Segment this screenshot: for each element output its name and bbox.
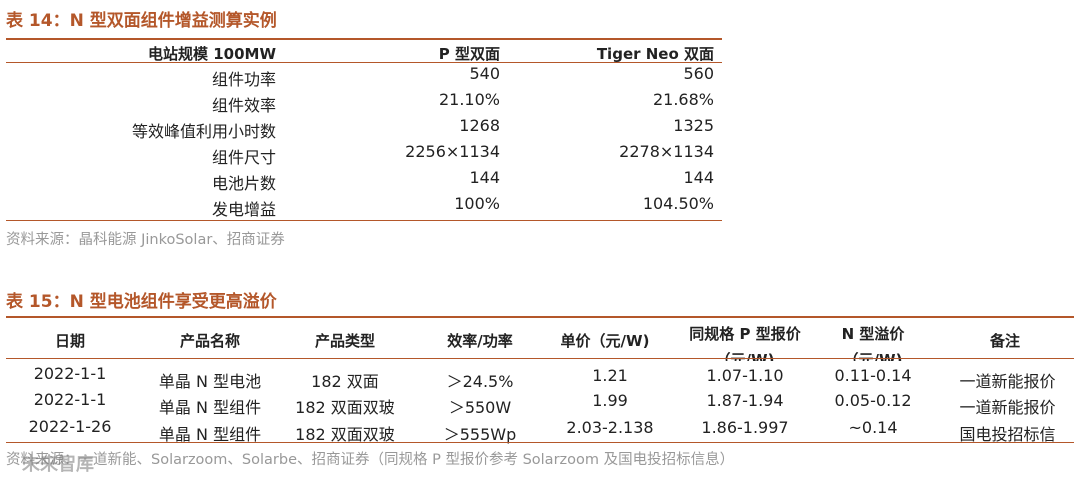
table-cell: 一道新能报价 [959,372,1056,391]
tiger-neo-value: 1325 [673,116,714,135]
header-unit-price: 单价（元/W) [560,332,650,350]
table14-source-note: 资料来源：晶科能源 JinkoSolar、招商证券 [6,232,285,248]
table-cell: 2022-1-1 [33,364,107,383]
table-cell: 2022-1-1 [33,390,107,409]
watermark: 未来智库 [22,454,94,475]
table-cell: ＞24.5% [446,372,514,391]
table-cell: ＞555Wp [443,425,517,444]
table-cell: 1.07-1.10 [706,366,784,385]
table-row: 组件尺寸 2256×1134 2278×1134 [6,142,722,168]
p-type-value: 21.10% [438,90,500,109]
p-type-value: 1268 [459,116,500,135]
header-efficiency-power: 效率/功率 [447,332,513,350]
table-row: 电池片数 144 144 [6,168,722,194]
header-date: 日期 [54,332,85,350]
table-cell: 2.03-2.138 [566,418,654,437]
header-remarks: 备注 [989,332,1020,350]
header-product-type: 产品类型 [314,332,375,350]
row-label: 发电增益 [211,200,276,219]
table14-header-tiger-neo: Tiger Neo 双面 [596,45,714,63]
table14-top-rule [6,38,722,40]
row-label: 等效峰值利用小时数 [131,122,276,141]
table15-top-rule [6,316,1074,318]
header-n-type-premium: N 型溢价（元/W) [841,325,905,361]
p-type-value: 144 [469,168,500,187]
table-cell: 2022-1-26 [28,417,112,436]
p-type-value: 100% [454,194,500,213]
table15-bottom-rule [6,442,1074,443]
table14-header-p-type: P 型双面 [438,45,500,63]
row-label: 电池片数 [211,174,276,193]
table15-title: 表 15：N 型电池组件享受更高溢价 [6,292,277,312]
header-p-type-price: 同规格 P 型报价（元/W) [689,325,801,361]
p-type-value: 2256×1134 [405,142,500,161]
tiger-neo-value: 560 [683,64,714,83]
tiger-neo-value: 104.50% [642,194,714,213]
table-cell: 一道新能报价 [959,398,1056,417]
row-label: 组件尺寸 [211,148,276,167]
table-cell: 单晶 N 型电池 [158,372,262,391]
table-row: 等效峰值利用小时数 1268 1325 [6,116,722,142]
table-cell: ~0.14 [848,418,898,437]
table-row: 组件效率 21.10% 21.68% [6,90,722,116]
table14-bottom-rule [6,220,722,221]
table14-header-rule [6,62,722,63]
table-cell: 单晶 N 型组件 [158,425,262,444]
table-cell: 182 双面双玻 [295,425,395,444]
table-cell: 单晶 N 型组件 [158,398,262,417]
table-cell: 1.87-1.94 [706,391,784,410]
row-label: 组件功率 [211,70,276,89]
table15-header-rule [6,358,1074,359]
tiger-neo-value: 2278×1134 [619,142,714,161]
tiger-neo-value: 144 [683,168,714,187]
table-cell: ＞550W [448,398,512,417]
table-row: 发电增益 100% 104.50% [6,194,722,220]
header-product-name: 产品名称 [179,332,240,350]
table-cell: 0.11-0.14 [834,366,912,385]
table-cell: 1.21 [592,366,628,385]
table-cell: 0.05-0.12 [834,391,912,410]
table-row: 组件功率 540 560 [6,64,722,90]
table14-header-scale: 电站规模 100MW [147,45,276,63]
tiger-neo-value: 21.68% [652,90,714,109]
table-cell: 182 双面 [311,372,379,391]
table-cell: 182 双面双玻 [295,398,395,417]
p-type-value: 540 [469,64,500,83]
table-cell: 1.86-1.997 [701,418,789,437]
table14-header-row: 电站规模 100MW P 型双面 Tiger Neo 双面 [6,43,722,69]
table-cell: 1.99 [592,391,628,410]
table14-title: 表 14：N 型双面组件增益测算实例 [6,11,277,31]
table-cell: 国电投招标信 [959,425,1056,444]
table15-source-note: 资料来源：一道新能、Solarzoom、Solarbe、招商证券（同规格 P 型… [6,452,735,468]
row-label: 组件效率 [211,96,276,115]
